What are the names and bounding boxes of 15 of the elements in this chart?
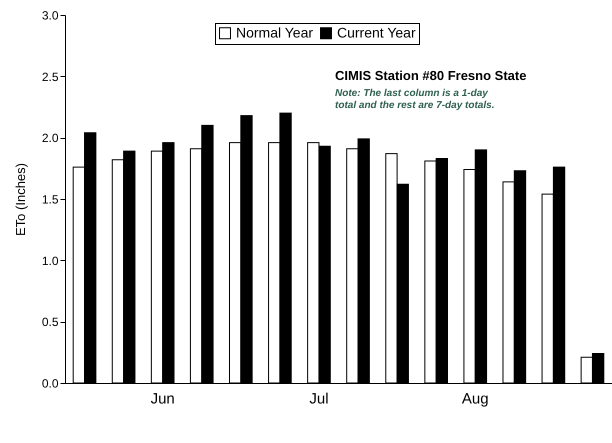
y-tick-label: 0.5 xyxy=(42,315,59,330)
legend-label: Normal Year xyxy=(236,24,314,40)
x-tick-label: Jul xyxy=(309,390,329,408)
x-tick-label: Aug xyxy=(462,390,489,408)
y-tick-label: 2.0 xyxy=(42,131,59,146)
legend-label: Current Year xyxy=(337,24,416,40)
y-tick-label: 0.0 xyxy=(42,376,59,390)
x-tick-label: Jun xyxy=(150,390,175,408)
y-tick-label: 3.0 xyxy=(42,8,59,22)
annotation: Note: The last column is a 1-day total and the rest are 7-day totals. xyxy=(335,88,494,111)
y-tick-label: 1.5 xyxy=(42,192,59,206)
text: CIMIS Station #80 Fresno State xyxy=(335,68,526,83)
y-tick-label: 2.5 xyxy=(42,70,59,84)
y-tick-label: 1.0 xyxy=(42,254,59,268)
y-axis-title: ETo (Inches) xyxy=(12,163,28,236)
